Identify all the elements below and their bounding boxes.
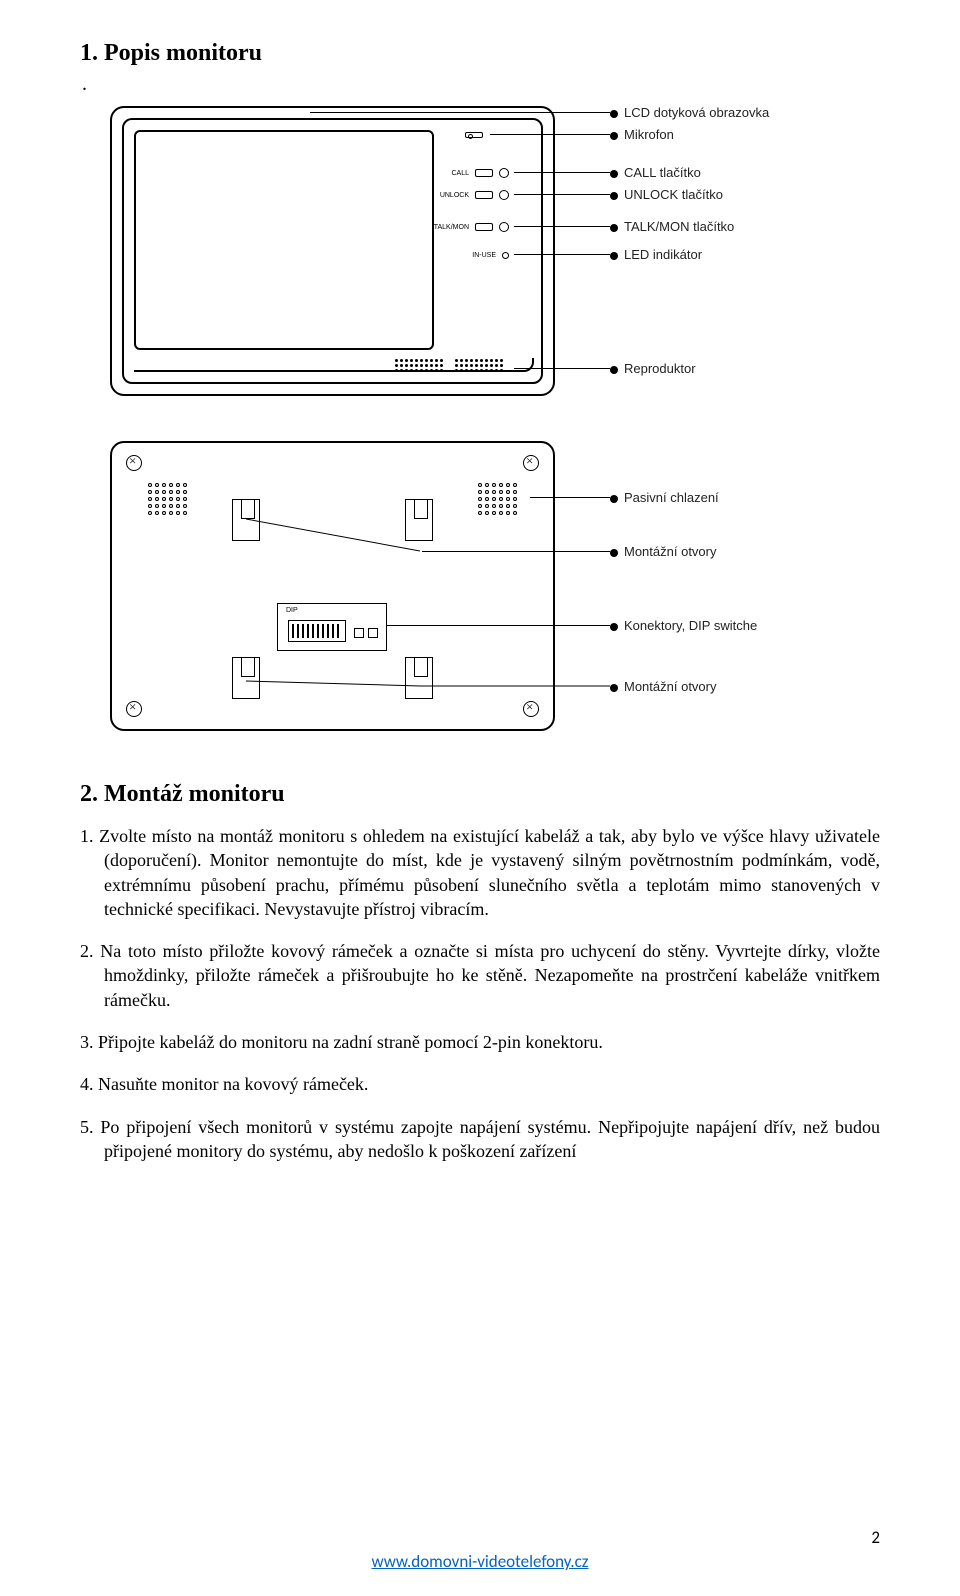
led-indicator-icon [502,252,509,259]
instruction-item: 5. Po připojení všech monitorů v systému… [80,1115,880,1164]
back-panel-outline: DIP [110,441,555,731]
mount-slot [232,657,260,699]
page-number: 2 [871,1527,880,1548]
mic-slot [465,132,483,138]
mount-slot [405,657,433,699]
inuse-label: IN-USE [472,252,496,259]
unlock-button-icon [475,191,493,199]
front-panel-outline: CALL UNLOCK TALK/MON IN-USE [110,106,555,396]
mount-slot [405,499,433,541]
label-mic: Mikrofon [610,127,674,142]
label-call: CALL tlačítko [610,165,701,180]
front-panel-figure: CALL UNLOCK TALK/MON IN-USE [110,106,880,416]
lcd-screen [134,130,434,350]
label-talkmon: TALK/MON tlačítko [610,219,734,234]
talkmon-button-icon [475,223,493,231]
label-vent: Pasivní chlazení [610,490,719,505]
vent-icon [148,483,187,515]
label-lcd: LCD dotyková obrazovka [610,105,769,120]
screw-icon [523,455,539,471]
decorative-dot: . [82,73,880,96]
instruction-item: 4. Nasuňte monitor na kovový rámeček. [80,1072,880,1096]
terminal-text: DIP [286,607,298,614]
instruction-item: 1. Zvolte místo na montáž monitoru s ohl… [80,824,880,921]
label-speaker: Reproduktor [610,361,696,376]
call-button-icon [475,169,493,177]
mount-slot [232,499,260,541]
instruction-list: 1. Zvolte místo na montáž monitoru s ohl… [80,824,880,1163]
led-row: IN-USE [472,252,509,259]
screw-icon [126,701,142,717]
label-unlock: UNLOCK tlačítko [610,187,723,202]
unlock-button-row: UNLOCK [440,190,509,200]
talkmon-button-row: TALK/MON [434,222,509,232]
unlock-label: UNLOCK [440,192,469,199]
label-led: LED indikátor [610,247,702,262]
call-label: CALL [451,170,469,177]
instruction-item: 3. Připojte kabeláž do monitoru na zadní… [80,1030,880,1054]
back-panel-figure: DIP Pasivní chlazení Montážní otvory Kon… [110,441,880,751]
screw-icon [523,701,539,717]
label-slot-top: Montážní otvory [610,544,717,559]
instruction-item: 2. Na toto místo přiložte kovový rámeček… [80,939,880,1012]
vent-icon-2 [478,483,517,515]
section-1-title: 1. Popis monitoru [80,40,880,67]
section-2-title: 2. Montáž monitoru [80,781,880,808]
decorative-line [134,358,534,372]
unlock-button [499,190,509,200]
footer-link[interactable]: www.domovni-videotelefony.cz [371,1551,588,1572]
terminal-block: DIP [277,603,387,651]
talkmon-label: TALK/MON [434,224,469,231]
footer: www.domovni-videotelefony.cz [0,1551,960,1572]
label-slot-bottom: Montážní otvory [610,679,717,694]
call-button [499,168,509,178]
screw-icon [126,455,142,471]
talkmon-button [499,222,509,232]
call-button-row: CALL [451,168,509,178]
label-terminal: Konektory, DIP switche [610,618,757,633]
